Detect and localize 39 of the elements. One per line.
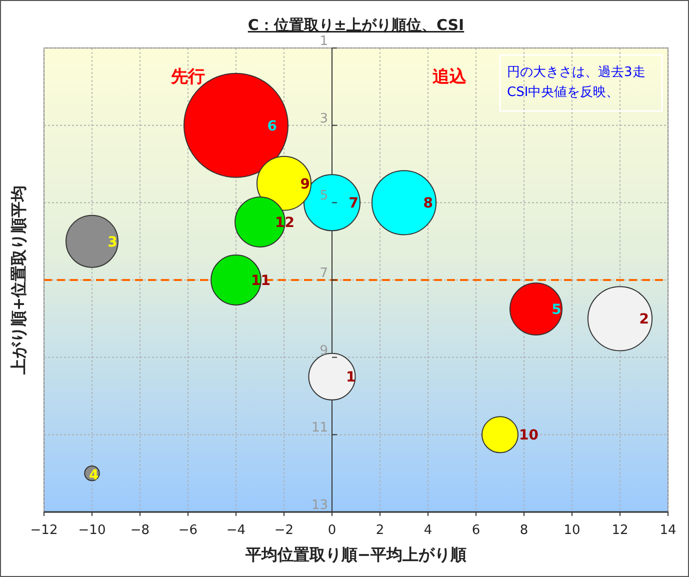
x-tick-label: 6 — [472, 523, 480, 538]
y-tick-label: 7 — [320, 266, 328, 281]
series-label: 11 — [250, 273, 270, 289]
x-tick-label: −10 — [78, 523, 106, 538]
y-tick-label: 5 — [320, 188, 328, 204]
series-label: 6 — [267, 118, 277, 134]
series-label: 5 — [552, 302, 562, 318]
annotation: 先行 — [170, 67, 205, 87]
y-tick-label: 11 — [311, 420, 328, 436]
x-tick-label: −2 — [274, 523, 294, 538]
x-tick-label: 10 — [564, 523, 580, 538]
y-tick-label: 9 — [320, 343, 328, 358]
series-label: 9 — [300, 176, 310, 192]
y-tick-label: 3 — [320, 111, 328, 126]
x-tick-label: 0 — [328, 523, 336, 538]
series-label: 12 — [274, 215, 294, 231]
series-label: 10 — [519, 428, 539, 444]
x-tick-label: 12 — [612, 523, 628, 538]
series-label: 2 — [639, 312, 649, 328]
x-axis-title: 平均位置取り順−平均上がり順 — [244, 545, 467, 564]
y-tick-label: 1 — [320, 34, 328, 49]
x-tick-label: 4 — [424, 523, 432, 538]
annotation: 追込 — [432, 67, 468, 87]
x-tick-label: 14 — [660, 523, 676, 538]
chart-title: C：位置取り±上がり順位、CSI — [248, 16, 464, 34]
series-label: 1 — [346, 370, 356, 386]
x-tick-label: 2 — [376, 523, 384, 538]
series-label: 3 — [108, 234, 118, 250]
series-label: 4 — [89, 467, 99, 484]
x-tick-label: −12 — [30, 523, 58, 538]
annotation: 円の大きさは、過去3走 CSI中央値を反映、 — [507, 65, 646, 100]
x-tick-label: 8 — [520, 523, 528, 538]
series-label: 8 — [423, 196, 433, 212]
x-tick-label: −8 — [130, 523, 150, 538]
x-tick-label: −4 — [226, 523, 246, 538]
series-label: 7 — [348, 196, 359, 212]
x-tick-label: −6 — [178, 523, 198, 538]
y-axis-title: 上がり順+位置取り順平均 — [9, 185, 28, 376]
y-tick-label: 13 — [311, 498, 328, 513]
